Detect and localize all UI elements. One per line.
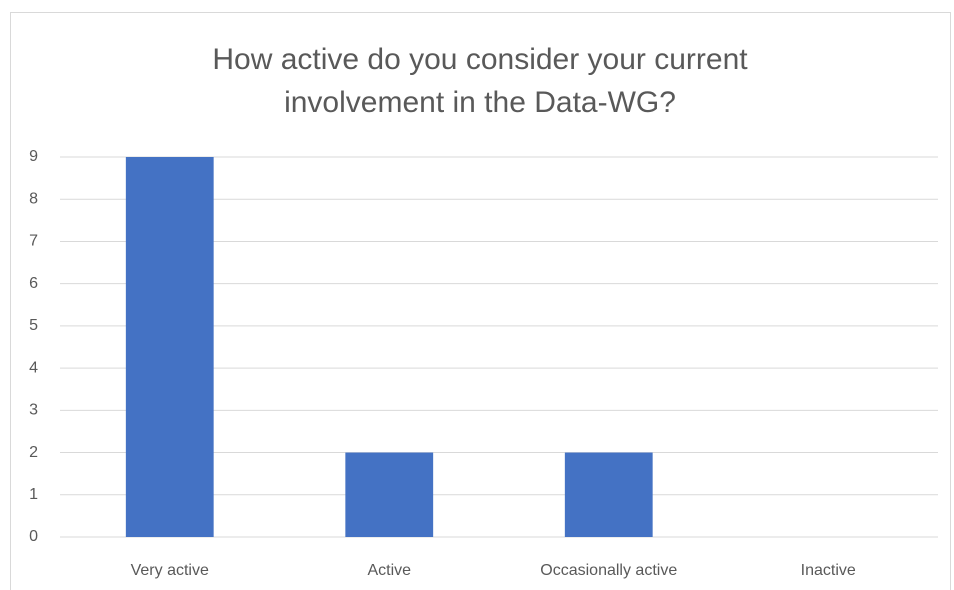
y-tick-label: 9 [29, 148, 38, 165]
y-tick-label: 0 [29, 528, 38, 545]
y-tick-label: 1 [29, 486, 38, 503]
bar [125, 157, 214, 537]
bar [345, 452, 434, 537]
y-tick-label: 7 [29, 233, 38, 250]
x-tick-label: Occasionally active [540, 562, 677, 579]
x-tick-label: Inactive [801, 562, 856, 579]
x-tick-label: Active [367, 562, 411, 579]
x-tick-label: Very active [131, 562, 209, 579]
y-tick-label: 2 [29, 444, 38, 461]
chart-title: How active do you consider your current … [212, 43, 748, 119]
y-tick-label: 5 [29, 317, 38, 334]
chart-frame [10, 12, 951, 590]
bar [564, 452, 653, 537]
y-tick-label: 3 [29, 402, 38, 419]
y-tick-label: 8 [29, 190, 38, 207]
y-tick-label: 4 [29, 359, 38, 376]
y-tick-label: 6 [29, 275, 38, 292]
